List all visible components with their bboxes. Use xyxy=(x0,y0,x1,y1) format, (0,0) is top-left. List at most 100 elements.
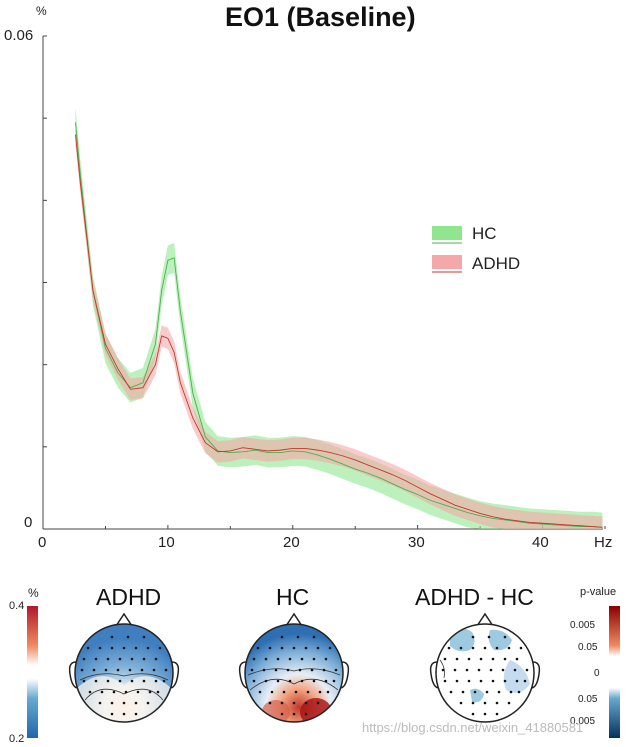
electrode-dot xyxy=(461,690,465,694)
electrode-dot xyxy=(324,679,328,683)
electrode-dot xyxy=(525,668,529,672)
power-scale-top: 0.4 xyxy=(9,600,25,612)
electrode-dot xyxy=(134,701,138,705)
electrode-dot xyxy=(280,635,284,639)
y-tick-max: 0.06 xyxy=(4,27,34,44)
electrode-dot xyxy=(513,668,517,672)
legend-adhd-label: ADHD xyxy=(472,254,521,273)
electrode-dot xyxy=(310,668,314,672)
topomap-hc-label: HC xyxy=(276,584,310,610)
electrode-dot xyxy=(110,646,114,650)
electrode-dot xyxy=(304,646,308,650)
electrode-dot xyxy=(449,690,453,694)
electrode-dot xyxy=(164,668,168,672)
electrode-dot xyxy=(443,657,447,661)
electrode-dot xyxy=(142,679,146,683)
electrode-dot xyxy=(453,668,457,672)
electrode-dot xyxy=(292,646,296,650)
electrode-dot xyxy=(140,668,144,672)
electrode-dot xyxy=(483,712,487,716)
electrode-dot xyxy=(509,690,513,694)
electrode-dot xyxy=(467,679,471,683)
electrode-dot xyxy=(491,657,495,661)
electrode-dot xyxy=(112,690,116,694)
electrode-dot xyxy=(459,646,463,650)
pvalue-tick-1: 0.005 xyxy=(570,620,596,631)
topomap-hc xyxy=(238,612,350,723)
electrode-dot xyxy=(523,679,527,683)
electrode-dot xyxy=(471,635,475,639)
x-axis-label: Hz xyxy=(594,534,613,551)
electrode-dot xyxy=(503,679,507,683)
pvalue-tick-4: 0.05 xyxy=(578,694,598,705)
electrode-dot xyxy=(332,679,336,683)
electrode-dot xyxy=(489,668,493,672)
electrode-dot xyxy=(106,657,110,661)
electrode-dot xyxy=(286,668,290,672)
electrode-dot xyxy=(459,701,463,705)
electrode-dot xyxy=(443,679,447,683)
electrode-dot xyxy=(455,657,459,661)
chart-title: EO1 (Baseline) xyxy=(225,2,416,32)
electrode-dot xyxy=(495,646,499,650)
electrode-dot xyxy=(304,701,308,705)
electrode-dot xyxy=(80,668,84,672)
electrode-dot xyxy=(104,668,108,672)
adhd-series-line xyxy=(75,134,603,528)
electrode-dot xyxy=(312,635,316,639)
electrode-dot xyxy=(465,668,469,672)
electrode-dot xyxy=(122,712,126,716)
electrode-dot xyxy=(118,679,122,683)
electrode-dot xyxy=(501,668,505,672)
electrode-dot xyxy=(507,701,511,705)
electrode-dot xyxy=(495,712,499,716)
electrode-dot xyxy=(130,657,134,661)
electrode-dot xyxy=(154,679,158,683)
pvalue-colorbar xyxy=(609,606,620,738)
electrode-dot xyxy=(447,646,451,650)
x-tick-0: 0 xyxy=(38,534,47,551)
electrode-dot xyxy=(264,657,268,661)
electrode-dot xyxy=(441,668,445,672)
electrode-dot xyxy=(300,679,304,683)
electrode-dot xyxy=(491,679,495,683)
electrode-dot xyxy=(324,657,328,661)
electrode-dot xyxy=(316,646,320,650)
power-scale-bottom: 0.2 xyxy=(9,733,25,745)
electrode-dot xyxy=(312,657,316,661)
electrode-dot xyxy=(282,690,286,694)
electrode-dot xyxy=(483,701,487,705)
electrode-dot xyxy=(316,701,320,705)
electrode-dot xyxy=(471,701,475,705)
electrode-dot xyxy=(158,646,162,650)
electrode-dot xyxy=(268,701,272,705)
electrode-dot xyxy=(250,668,254,672)
electrode-dot xyxy=(503,657,507,661)
electrode-dot xyxy=(86,646,90,650)
electrode-dot xyxy=(280,701,284,705)
topomap-diff-label: ADHD - HC xyxy=(415,584,534,610)
electrode-dot xyxy=(270,690,274,694)
pvalue-tick-3: 0 xyxy=(594,668,600,679)
electrode-dot xyxy=(100,690,104,694)
electrode-dot xyxy=(479,657,483,661)
electrode-dot xyxy=(152,668,156,672)
electrode-dot xyxy=(162,679,166,683)
electrode-dot xyxy=(292,712,296,716)
electrode-dot xyxy=(262,668,266,672)
electrode-dot xyxy=(288,679,292,683)
hc-series-line xyxy=(75,122,603,528)
electrode-dot xyxy=(487,635,491,639)
electrode-dot xyxy=(515,679,519,683)
y-tick-zero: 0 xyxy=(24,514,33,531)
electrode-dot xyxy=(268,646,272,650)
electrode-dot xyxy=(318,690,322,694)
electrode-dot xyxy=(495,701,499,705)
hc-confidence-band xyxy=(75,107,603,530)
topomap-diff xyxy=(429,612,541,723)
power-unit: % xyxy=(28,586,39,600)
electrode-dot xyxy=(264,679,268,683)
electrode-dot xyxy=(110,712,114,716)
electrode-dot xyxy=(280,646,284,650)
